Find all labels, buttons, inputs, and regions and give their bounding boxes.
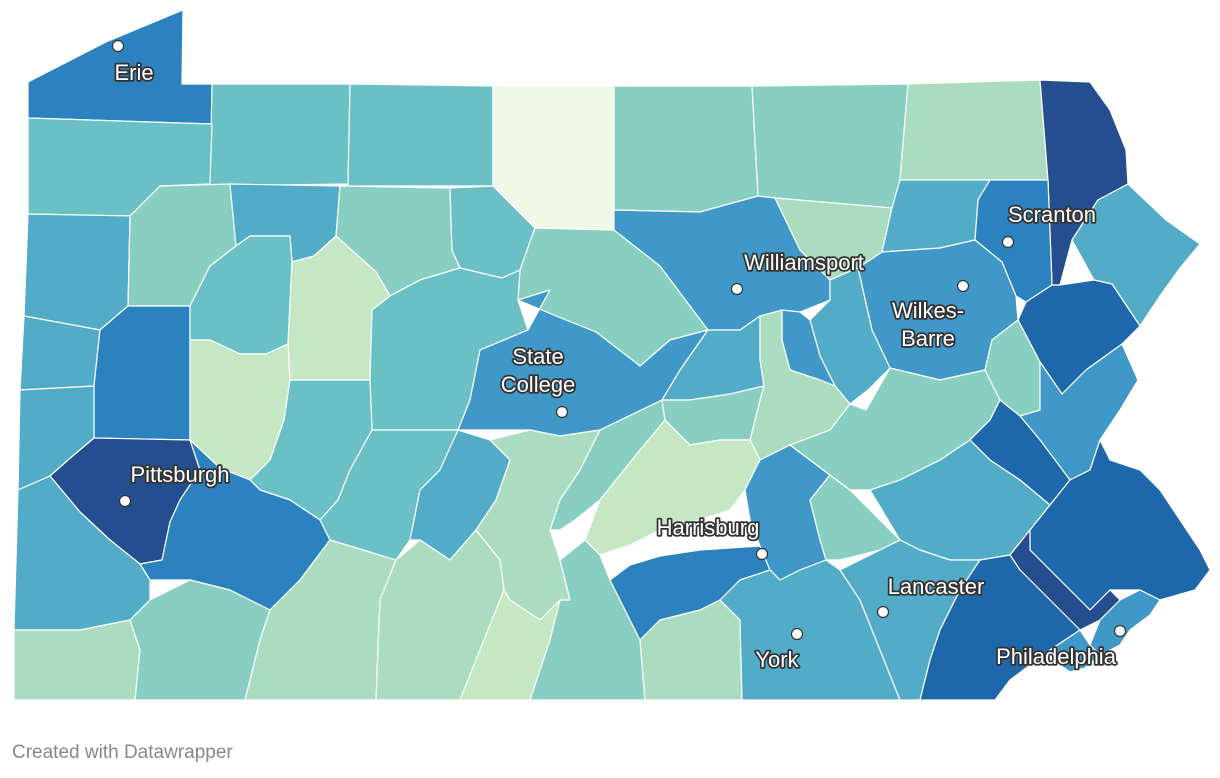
city-label: Williamsport xyxy=(744,250,864,275)
city-dot xyxy=(876,605,890,619)
city-label: Pittsburgh xyxy=(130,462,229,487)
city-dot xyxy=(1001,235,1015,249)
county-tioga[interactable] xyxy=(613,85,759,213)
county-lycoming[interactable] xyxy=(613,195,831,331)
city-marker-wilkes-barre: Wilkes-Barre xyxy=(890,279,970,353)
city-dot xyxy=(755,547,769,561)
city-layer: Erie Scranton Williamsport Wilkes-Barre Stat… xyxy=(111,39,1127,674)
county-butler[interactable] xyxy=(93,305,191,441)
county-bradford[interactable] xyxy=(751,83,909,209)
city-marker-erie: Erie xyxy=(111,39,155,87)
county-chester[interactable] xyxy=(919,554,1081,701)
city-dot xyxy=(1113,624,1127,638)
county-delaware[interactable] xyxy=(1049,629,1101,673)
city-label: Wilkes-Barre xyxy=(892,298,964,351)
county-susquehanna[interactable] xyxy=(899,79,1049,181)
city-label: Harrisburg xyxy=(657,515,760,540)
city-dot xyxy=(790,627,804,641)
city-dot xyxy=(956,279,970,293)
city-label: Lancaster xyxy=(888,574,985,599)
county-pike[interactable] xyxy=(1071,183,1201,327)
county-layer xyxy=(13,9,1211,701)
datawrapper-credit: Created with Datawrapper xyxy=(12,742,233,763)
city-dot xyxy=(118,494,132,508)
city-marker-williamsport: Williamsport xyxy=(730,248,866,296)
county-lebanon[interactable] xyxy=(809,474,901,561)
city-marker-lancaster: Lancaster xyxy=(876,572,986,619)
city-label: Scranton xyxy=(1008,202,1096,227)
pennsylvania-county-map: Erie Scranton Williamsport Wilkes-Barre Stat… xyxy=(13,9,1211,701)
county-philadelphia[interactable] xyxy=(1089,589,1161,656)
city-marker-pittsburgh: Pittsburgh xyxy=(118,460,231,508)
city-marker-scranton: Scranton xyxy=(1001,200,1098,249)
city-dot xyxy=(555,405,569,419)
city-label: Philadelphia xyxy=(996,644,1117,669)
county-greene[interactable] xyxy=(13,619,141,701)
city-marker-philadelphia: Philadelphia xyxy=(994,624,1127,671)
city-label: State College xyxy=(501,344,576,397)
city-dot xyxy=(111,39,125,53)
city-marker-york: York xyxy=(754,627,804,674)
city-label: York xyxy=(755,647,799,672)
city-marker-state-college: State College xyxy=(499,342,577,419)
city-marker-harrisburg: Harrisburg xyxy=(655,513,769,561)
county-mercer[interactable] xyxy=(23,213,131,331)
city-label: Erie xyxy=(114,60,153,85)
county-mckean[interactable] xyxy=(347,83,494,187)
city-dot xyxy=(730,282,744,296)
county-warren[interactable] xyxy=(209,83,351,187)
